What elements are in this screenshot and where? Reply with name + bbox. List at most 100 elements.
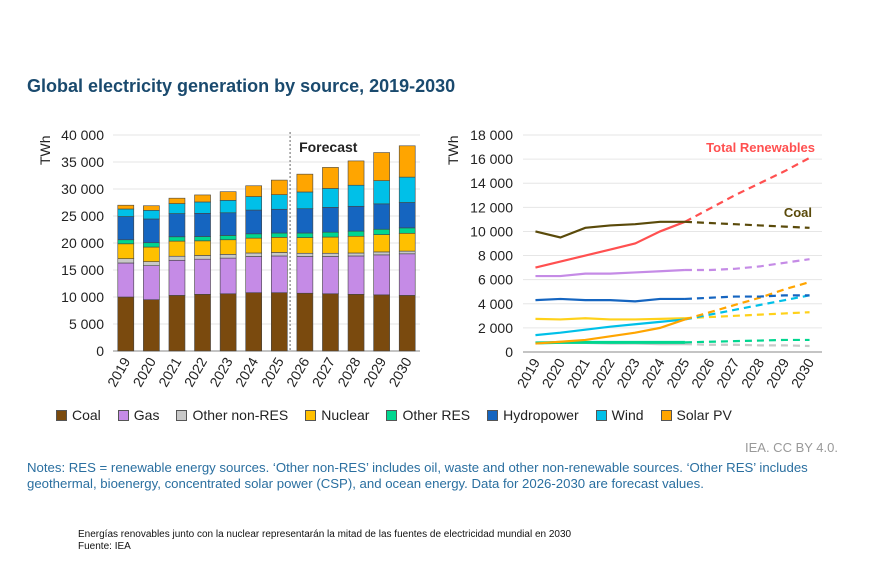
bar-nuclear [296, 237, 314, 254]
bar-nuclear [168, 240, 186, 257]
x-tick-label: 2030 [385, 354, 415, 389]
bar-other-non-res [245, 252, 263, 257]
bar-wind [219, 200, 237, 214]
bar-other-non-res [296, 252, 314, 257]
legend-swatch [176, 409, 188, 421]
bar-other-res [143, 242, 160, 248]
bar-other-res [347, 230, 365, 237]
bar-wind [117, 208, 135, 217]
y-tick-label: 2 000 [478, 320, 513, 336]
y-tick-label: 4 000 [478, 296, 513, 312]
x-tick-label: 2028 [738, 355, 768, 390]
y-tick-label: 10 000 [61, 289, 104, 305]
bar-nuclear [270, 237, 288, 253]
line-gas-actual [535, 268, 686, 278]
caption-source: Fuente: IEA [78, 541, 131, 552]
bar-other-res [194, 236, 211, 242]
y-tick-label: 0 [96, 343, 104, 359]
bar-other-non-res [373, 251, 390, 256]
bar-solar-pv [296, 173, 314, 193]
legend-swatch [487, 409, 499, 421]
legend-item-gas: Gas [117, 407, 160, 423]
bar-coal [322, 293, 339, 352]
label-total-renewables: Total Renewables [706, 140, 815, 155]
bar-hydropower [322, 207, 339, 233]
y-tick-label: 0 [505, 344, 513, 360]
bar-solar-pv [168, 197, 186, 204]
bar-gas [194, 258, 211, 295]
line-hydropower-actual [535, 297, 685, 303]
bar-wind [398, 176, 416, 203]
bar-coal [245, 292, 263, 352]
x-tick-label: 2024 [232, 354, 262, 389]
x-tick-label: 2023 [613, 355, 643, 390]
y-tick-label: 25 000 [61, 208, 104, 224]
bar-other-res [117, 239, 135, 245]
x-tick-label: 2021 [155, 354, 185, 389]
caption: Energías renovables junto con la nuclear… [78, 529, 571, 553]
bar-hydropower [296, 208, 314, 234]
y-tick-label: 16 000 [470, 151, 513, 167]
bar-solar-pv [245, 185, 263, 197]
bar-wind [270, 194, 288, 210]
bar-coal [373, 294, 390, 352]
bar-gas [373, 254, 390, 296]
x-tick-label: 2025 [257, 354, 287, 389]
line-other-res-forecast [684, 338, 810, 344]
bar-wind [296, 191, 314, 210]
legend-swatch [595, 409, 607, 421]
bar-gas [347, 255, 365, 295]
x-tick-label: 2026 [283, 354, 313, 389]
bar-solar-pv [117, 204, 135, 210]
caption-text: Energías renovables junto con la nuclear… [78, 529, 572, 540]
bar-wind [194, 201, 211, 214]
x-tick-label: 2023 [206, 354, 236, 389]
bar-coal [219, 293, 237, 352]
bar-other-res [270, 232, 288, 238]
bar-other-res [245, 233, 263, 239]
line-total-renewables-actual [535, 220, 686, 269]
x-tick-label: 2028 [334, 354, 364, 389]
bar-other-non-res [168, 255, 186, 261]
legend-label: Other non-RES [192, 407, 289, 423]
line-solar-pv-actual [535, 318, 686, 345]
legend-item-hydropower: Hydropower [487, 407, 579, 423]
legend-label: Gas [133, 407, 160, 423]
legend-swatch [56, 409, 67, 421]
bar-wind [168, 203, 186, 214]
x-tick-label: 2020 [130, 354, 160, 389]
bar-nuclear [398, 232, 416, 252]
legend-swatch [305, 409, 317, 421]
bar-nuclear [347, 235, 365, 254]
legend-label: Nuclear [321, 407, 370, 423]
y-tick-label: 12 000 [470, 199, 513, 215]
line-coal-actual [535, 220, 685, 239]
legend-swatch [117, 409, 129, 421]
bar-other-non-res [270, 252, 288, 257]
bar-other-non-res [194, 255, 211, 260]
legend-item-other-non-res: Other non-RES [176, 407, 288, 423]
legend-label: Solar PV [676, 407, 732, 423]
bar-solar-pv [373, 152, 390, 181]
bar-coal [168, 295, 186, 352]
line-wind-forecast [684, 294, 810, 321]
bar-solar-pv [322, 167, 339, 189]
bar-other-non-res [143, 261, 160, 266]
bar-other-non-res [117, 258, 135, 264]
label-coal: Coal [784, 205, 812, 220]
bar-coal [194, 293, 211, 352]
bar-gas [398, 253, 416, 296]
bar-coal [117, 296, 135, 352]
bar-other-non-res [398, 250, 416, 255]
bar-other-non-res [219, 254, 237, 259]
x-tick-label: 2027 [713, 355, 743, 390]
legend-item-other-res: Other RES [386, 407, 470, 423]
y-tick-label: 6 000 [478, 272, 513, 288]
bar-hydropower [219, 212, 237, 236]
line-coal-forecast [684, 220, 810, 229]
bar-wind [373, 180, 390, 205]
y-tick-label: 15 000 [61, 262, 104, 278]
bar-hydropower [117, 216, 135, 241]
bar-other-res [296, 232, 314, 238]
